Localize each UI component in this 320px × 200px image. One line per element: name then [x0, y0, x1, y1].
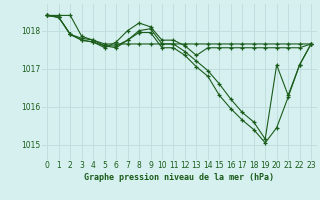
X-axis label: Graphe pression niveau de la mer (hPa): Graphe pression niveau de la mer (hPa) [84, 173, 274, 182]
